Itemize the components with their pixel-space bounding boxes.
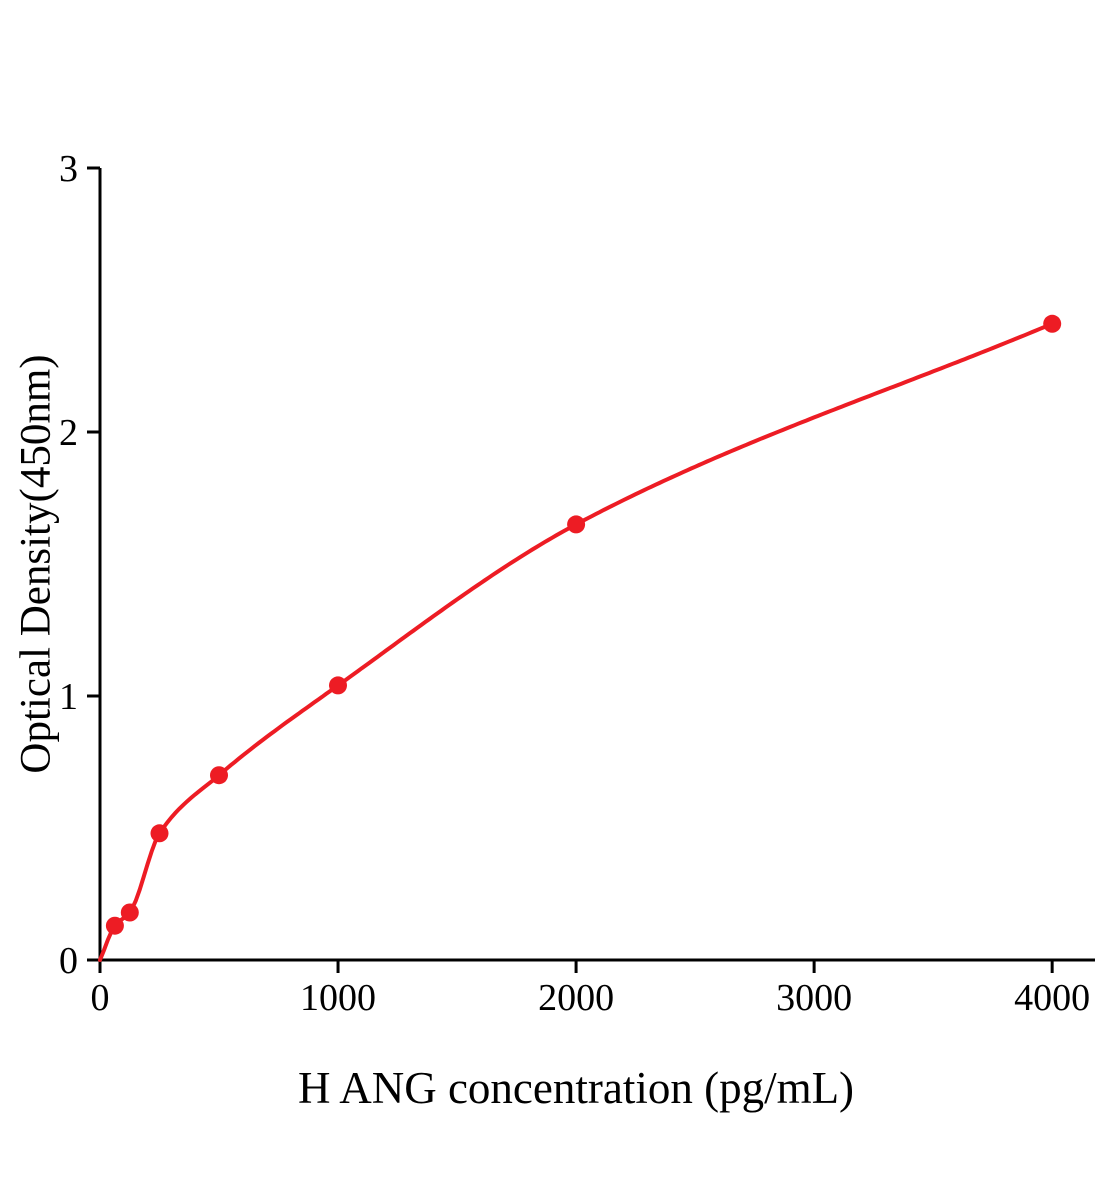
x-tick-label: 4000 xyxy=(1014,977,1090,1019)
x-tick-label: 1000 xyxy=(300,977,376,1019)
y-tick-label: 1 xyxy=(59,676,78,718)
data-point-marker xyxy=(329,676,347,695)
standard-curve-line xyxy=(98,321,1055,962)
data-point-marker xyxy=(210,766,228,785)
data-point-marker xyxy=(150,824,169,843)
y-tick-label: 0 xyxy=(59,940,78,982)
data-point-marker xyxy=(567,515,586,534)
x-tick-label: 0 xyxy=(91,977,110,1019)
data-point-marker xyxy=(1043,314,1062,333)
x-tick-label: 3000 xyxy=(776,977,852,1019)
y-axis-title: Optical Density(450nm) xyxy=(12,354,60,774)
data-point-marker xyxy=(120,903,139,922)
y-tick-label: 3 xyxy=(59,148,78,190)
x-tick-label: 2000 xyxy=(538,977,614,1019)
data-point-marker xyxy=(105,916,124,935)
y-tick-label: 2 xyxy=(59,412,78,454)
x-axis-title: H ANG concentration (pg/mL) xyxy=(297,1063,855,1113)
